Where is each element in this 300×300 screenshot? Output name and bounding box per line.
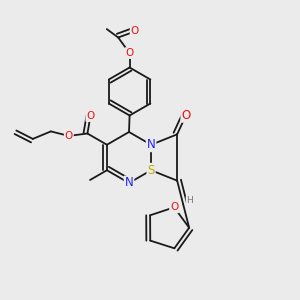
Text: H: H [186, 196, 193, 206]
Text: O: O [181, 109, 190, 122]
Text: O: O [65, 131, 73, 141]
Text: O: O [86, 111, 94, 121]
Text: S: S [147, 164, 155, 177]
Text: O: O [170, 202, 178, 212]
Text: N: N [124, 176, 134, 190]
Text: O: O [130, 26, 139, 37]
Text: N: N [147, 138, 155, 151]
Text: O: O [125, 48, 134, 58]
